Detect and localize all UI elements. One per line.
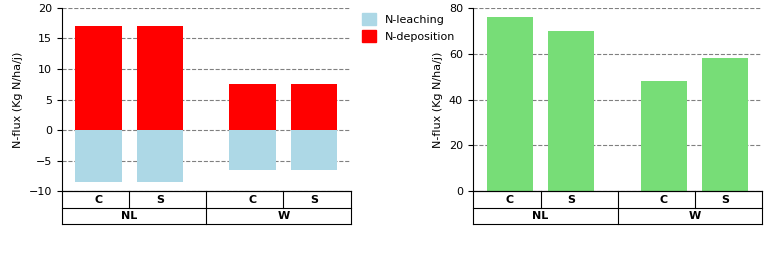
Bar — [229, 84, 276, 130]
Text: NL: NL — [532, 211, 549, 221]
Bar — [291, 84, 337, 130]
Text: NL: NL — [121, 211, 138, 221]
Text: S: S — [156, 194, 164, 205]
Bar — [75, 130, 122, 182]
Y-axis label: N-flux (Kg N/ha/j): N-flux (Kg N/ha/j) — [13, 51, 23, 148]
Y-axis label: N-flux (Kg N/ha/j): N-flux (Kg N/ha/j) — [434, 51, 444, 148]
Bar — [137, 130, 183, 182]
Bar — [75, 26, 122, 130]
Text: C: C — [506, 194, 514, 205]
Text: C: C — [95, 194, 102, 205]
Text: C: C — [660, 194, 668, 205]
Text: C: C — [249, 194, 256, 205]
Bar — [291, 130, 337, 170]
Text: W: W — [688, 211, 701, 221]
Bar — [137, 26, 183, 130]
Bar — [641, 81, 687, 191]
Bar — [229, 130, 276, 170]
Bar — [548, 31, 594, 191]
Bar — [487, 17, 533, 191]
Bar — [702, 58, 748, 191]
Text: S: S — [567, 194, 575, 205]
Text: S: S — [310, 194, 318, 205]
Text: S: S — [721, 194, 729, 205]
Text: W: W — [277, 211, 290, 221]
Legend: N-leaching, N-deposition: N-leaching, N-deposition — [363, 13, 455, 42]
